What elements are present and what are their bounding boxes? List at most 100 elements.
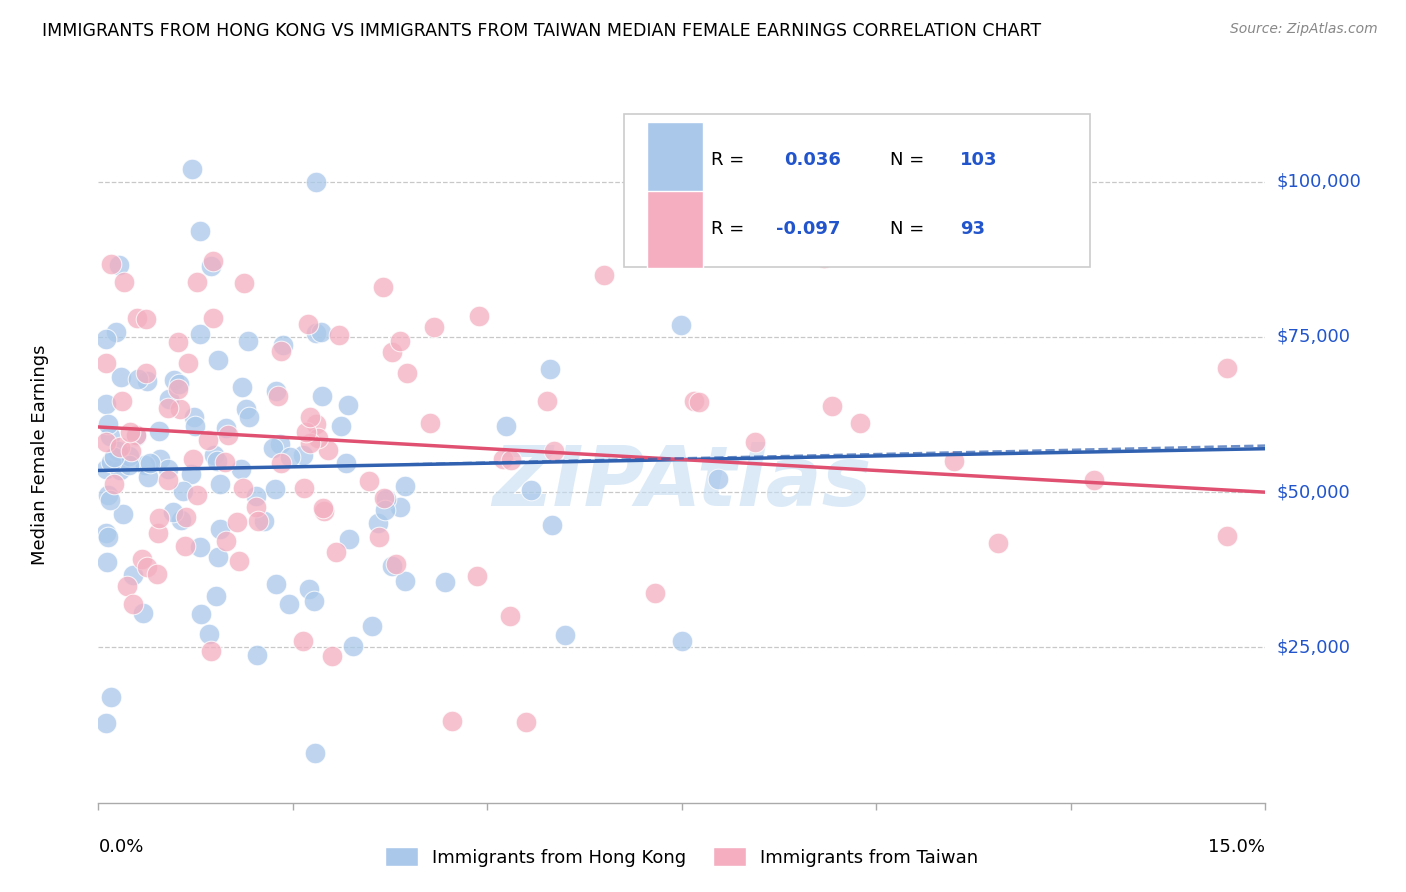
Point <box>325 545 347 559</box>
Point <box>215 421 238 435</box>
Point <box>108 463 131 477</box>
Point <box>232 481 254 495</box>
Point <box>181 162 204 177</box>
Point <box>169 401 191 416</box>
Point <box>186 488 208 502</box>
Point <box>246 514 269 528</box>
Point <box>440 714 463 729</box>
Point <box>174 510 197 524</box>
Point <box>96 526 118 541</box>
Point <box>336 398 359 412</box>
Point <box>499 608 522 623</box>
Point <box>305 417 328 431</box>
Point <box>162 505 184 519</box>
Text: R =: R = <box>711 151 744 169</box>
Point <box>148 424 170 438</box>
Point <box>374 503 396 517</box>
Point <box>200 259 222 273</box>
Point <box>103 476 125 491</box>
Point <box>554 628 576 642</box>
Legend: Immigrants from Hong Kong, Immigrants from Taiwan: Immigrants from Hong Kong, Immigrants fr… <box>378 840 986 874</box>
Point <box>291 634 314 648</box>
Point <box>205 454 228 468</box>
Point <box>367 516 389 531</box>
Point <box>271 338 294 352</box>
Point <box>132 606 155 620</box>
Point <box>215 534 238 549</box>
Point <box>111 393 134 408</box>
Point <box>492 451 515 466</box>
Point <box>229 462 252 476</box>
Point <box>107 444 129 458</box>
Point <box>342 639 364 653</box>
Point <box>292 482 315 496</box>
Point <box>515 714 537 729</box>
Point <box>384 558 406 572</box>
Point <box>1083 473 1105 487</box>
Point <box>174 540 197 554</box>
Point <box>107 258 129 272</box>
Point <box>245 500 267 515</box>
Point <box>122 597 145 611</box>
Point <box>228 554 250 568</box>
Text: IMMIGRANTS FROM HONG KONG VS IMMIGRANTS FROM TAIWAN MEDIAN FEMALE EARNINGS CORRE: IMMIGRANTS FROM HONG KONG VS IMMIGRANTS … <box>42 22 1042 40</box>
Point <box>307 431 329 445</box>
FancyBboxPatch shape <box>623 114 1091 267</box>
Point <box>146 566 169 581</box>
Point <box>188 326 211 341</box>
Point <box>118 458 141 473</box>
Point <box>305 175 328 189</box>
Point <box>396 366 419 380</box>
Text: $75,000: $75,000 <box>1277 328 1351 346</box>
Point <box>214 455 236 469</box>
Point <box>226 515 249 529</box>
Point <box>519 483 541 497</box>
Point <box>707 472 730 486</box>
Point <box>269 437 291 451</box>
Point <box>218 428 240 442</box>
Point <box>197 433 219 447</box>
Point <box>821 399 844 413</box>
Point <box>236 334 259 349</box>
Point <box>468 310 491 324</box>
Point <box>157 401 180 415</box>
Point <box>197 626 219 640</box>
Text: $25,000: $25,000 <box>1277 639 1351 657</box>
Point <box>434 574 457 589</box>
Point <box>304 746 326 760</box>
Point <box>321 649 343 664</box>
Point <box>267 389 290 403</box>
Point <box>270 456 292 470</box>
Point <box>98 492 121 507</box>
Point <box>96 462 118 476</box>
Point <box>157 392 180 406</box>
Text: $100,000: $100,000 <box>1277 172 1361 191</box>
Point <box>127 372 149 386</box>
Point <box>335 456 357 470</box>
Point <box>131 552 153 566</box>
Text: 15.0%: 15.0% <box>1208 838 1265 855</box>
Point <box>318 442 340 457</box>
Point <box>200 644 222 658</box>
Point <box>541 518 564 533</box>
Point <box>297 317 319 331</box>
Point <box>136 559 159 574</box>
Point <box>139 456 162 470</box>
Point <box>96 397 118 411</box>
Point <box>245 648 267 662</box>
Point <box>111 508 134 522</box>
Point <box>183 410 205 425</box>
Point <box>97 417 120 431</box>
Point <box>146 526 169 541</box>
FancyBboxPatch shape <box>647 121 703 198</box>
Point <box>305 326 328 340</box>
Point <box>118 449 141 463</box>
Text: Median Female Earnings: Median Female Earnings <box>31 344 49 566</box>
Text: Source: ZipAtlas.com: Source: ZipAtlas.com <box>1230 22 1378 37</box>
Point <box>172 484 194 499</box>
Point <box>100 257 122 271</box>
Point <box>270 344 292 359</box>
Point <box>302 594 325 608</box>
Point <box>371 279 394 293</box>
Point <box>202 310 225 325</box>
